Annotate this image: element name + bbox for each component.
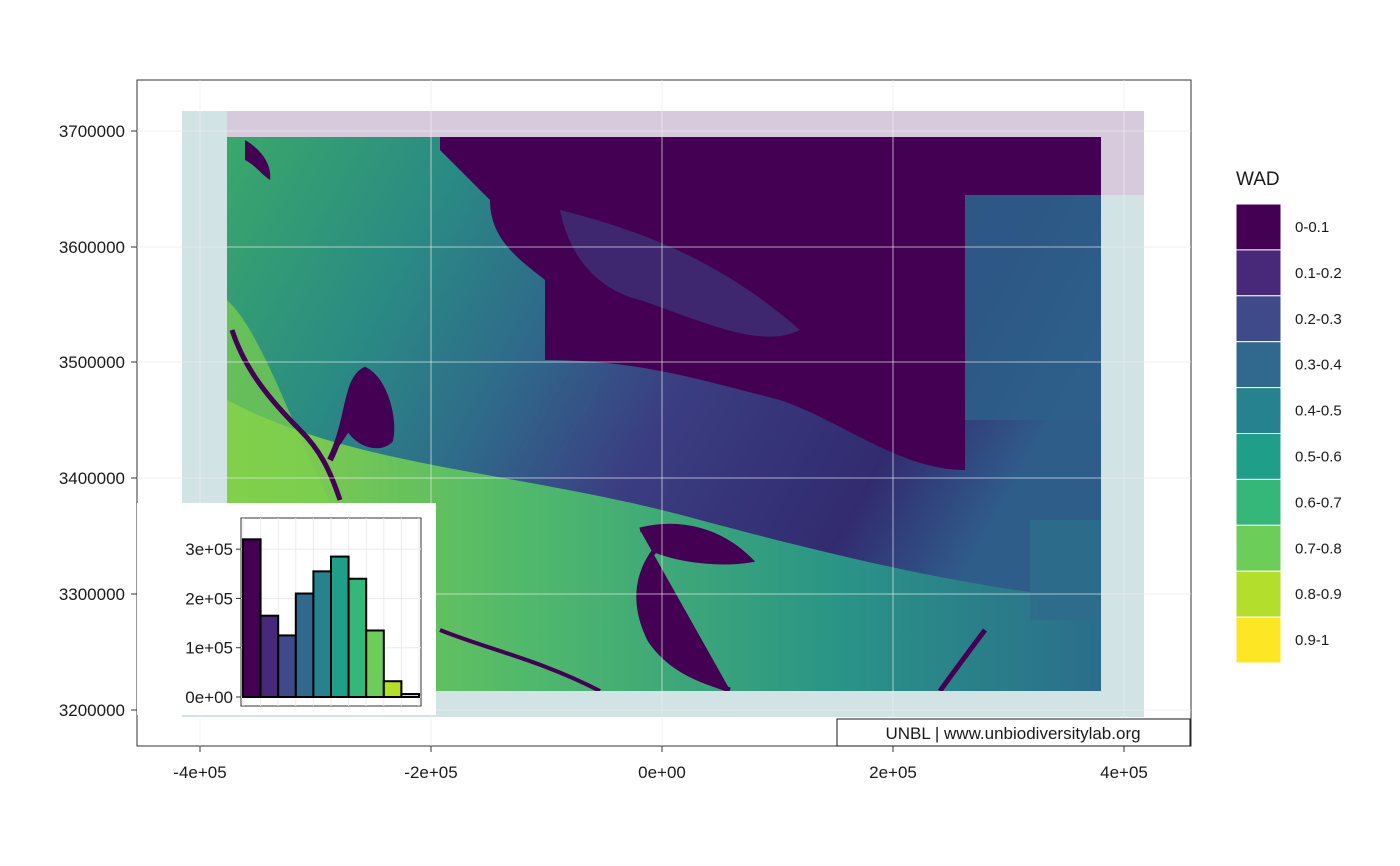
legend-swatch: [1235, 203, 1282, 251]
y-tick-label: 3600000: [59, 238, 125, 257]
legend-swatch: [1235, 387, 1282, 435]
y-tick-label: 3200000: [59, 701, 125, 720]
x-tick-label: -2e+05: [404, 763, 457, 782]
legend-label: 0.8-0.9: [1295, 586, 1342, 603]
legend-label: 0.5-0.6: [1295, 448, 1342, 465]
y-axis: 3700000 3600000 3500000 3400000 3300000 …: [59, 122, 137, 720]
legend-label: 0-0.1: [1295, 219, 1329, 236]
x-tick-label: 2e+05: [869, 763, 917, 782]
histogram-bar: [277, 634, 297, 699]
inset-histogram: 0e+00 1e+05 2e+05 3e+05: [137, 503, 436, 715]
histogram-bar: [382, 680, 403, 698]
histogram-bar: [312, 570, 332, 699]
legend-title: WAD: [1236, 169, 1280, 190]
y-tick-label: 3300000: [59, 585, 125, 604]
legend-swatch: [1235, 433, 1282, 480]
legend-swatch: [1235, 524, 1282, 572]
inset-y-tick-label: 0e+00: [185, 688, 233, 707]
y-tick-label: 3500000: [59, 353, 125, 372]
x-axis: -4e+05 -2e+05 0e+00 2e+05 4e+05: [173, 746, 1148, 782]
legend-swatch: [1235, 616, 1282, 664]
inset-bars: [242, 538, 420, 699]
legend-swatch: [1235, 249, 1282, 297]
legend-swatch: [1235, 478, 1282, 526]
raster-extent-halo-top: [227, 111, 1144, 137]
histogram-bar: [294, 592, 315, 698]
raster-extent-halo-right: [1101, 111, 1144, 195]
legend-swatch: [1235, 570, 1282, 618]
legend-swatch: [1235, 295, 1282, 343]
histogram-bar: [259, 614, 280, 699]
legend-label: 0.7-0.8: [1295, 540, 1342, 557]
inset-y-tick-label: 1e+05: [185, 639, 233, 658]
legend: WAD 0-0.1 0.1-0.2 0.2-0.3 0.3-0.4 0.4-0.5 0.5…: [1235, 169, 1342, 664]
inset-y-tick-label: 2e+05: [185, 589, 233, 608]
legend-label: 0.4-0.5: [1295, 403, 1342, 420]
histogram-bar: [330, 555, 350, 699]
legend-label: 0.6-0.7: [1295, 494, 1342, 511]
inset-y-tick-label: 3e+05: [185, 540, 233, 559]
wad-raster: [227, 137, 1101, 691]
histogram-bar: [400, 693, 420, 698]
attribution-box: UNBL | www.unbiodiversitylab.org: [836, 718, 1191, 747]
histogram-bar: [347, 577, 368, 699]
y-tick-label: 3400000: [59, 469, 125, 488]
y-tick-label: 3700000: [59, 122, 125, 141]
histogram-bar: [242, 538, 262, 698]
legend-swatch: [1235, 341, 1282, 389]
x-tick-label: -4e+05: [173, 763, 226, 782]
x-tick-label: 0e+00: [638, 763, 686, 782]
legend-label: 0.2-0.3: [1295, 311, 1342, 328]
legend-label: 0.9-1: [1295, 632, 1329, 649]
legend-label: 0.3-0.4: [1295, 357, 1342, 374]
legend-label: 0.1-0.2: [1295, 265, 1342, 282]
attribution-text: UNBL | www.unbiodiversitylab.org: [885, 724, 1140, 743]
legend-keys: 0-0.1 0.1-0.2 0.2-0.3 0.3-0.4 0.4-0.5 0.5-0.6…: [1235, 203, 1342, 664]
x-tick-label: 4e+05: [1100, 763, 1148, 782]
inset-y-axis: 0e+00 1e+05 2e+05 3e+05: [185, 540, 241, 707]
histogram-bar: [365, 629, 385, 699]
